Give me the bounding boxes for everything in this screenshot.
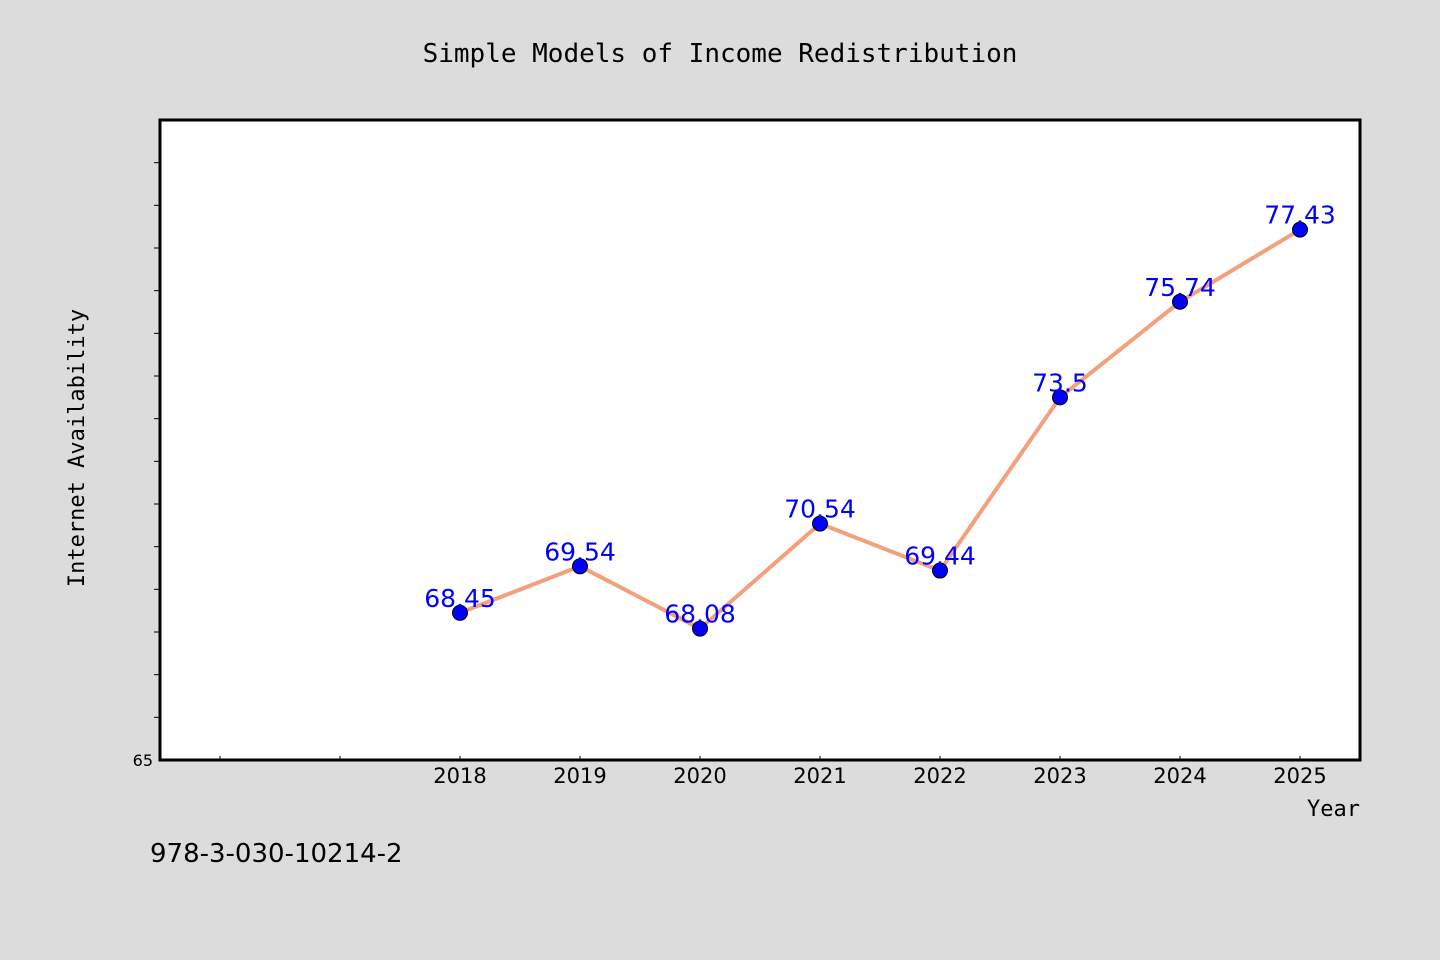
data-point	[1172, 293, 1188, 310]
y-tick-label-min: 65	[133, 751, 153, 770]
data-point	[692, 620, 708, 637]
data-label: 73.5	[1032, 368, 1088, 397]
data-point	[1292, 221, 1308, 238]
data-series: 68.45 69.54 68.08 70.54 69.44 73.5 75.74 77.43	[424, 201, 1336, 637]
x-tick-label: 2019	[553, 764, 606, 788]
x-axis-label: Year	[1307, 797, 1360, 822]
x-tick-label: 2023	[1033, 764, 1086, 788]
data-label: 75.74	[1144, 273, 1216, 302]
data-point	[572, 558, 588, 575]
x-tick-label: 2024	[1153, 764, 1206, 788]
x-tick-label: 2022	[913, 764, 966, 788]
footer-isbn: 978-3-030-10214-2	[150, 839, 403, 869]
data-label: 68.45	[424, 584, 496, 613]
plot-area	[158, 118, 1362, 762]
axis-ticks	[154, 162, 1301, 760]
data-label: 68.08	[664, 600, 736, 629]
x-tick-label: 2020	[673, 764, 726, 788]
x-tick-label: 2021	[793, 764, 846, 788]
data-label: 69.54	[544, 537, 616, 566]
data-label: 69.44	[904, 542, 976, 571]
data-point	[812, 515, 828, 532]
data-point	[932, 562, 948, 579]
chart-title: Simple Models of Income Redistribution	[423, 39, 1018, 69]
data-point	[1052, 389, 1068, 406]
x-tick-label: 2018	[433, 764, 486, 788]
data-label: 77.43	[1264, 201, 1336, 230]
data-point	[452, 604, 468, 621]
x-tick-labels: 2018 2019 2020 2021 2022 2023 2024 2025	[433, 764, 1326, 788]
x-tick-label: 2025	[1273, 764, 1326, 788]
data-label: 70.54	[784, 495, 856, 524]
y-axis-label: Internet Availability	[65, 309, 90, 587]
series-line	[459, 227, 1302, 631]
